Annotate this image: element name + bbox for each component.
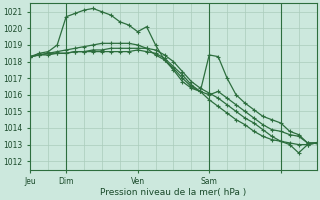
X-axis label: Pression niveau de la mer( hPa ): Pression niveau de la mer( hPa ) (100, 188, 247, 197)
